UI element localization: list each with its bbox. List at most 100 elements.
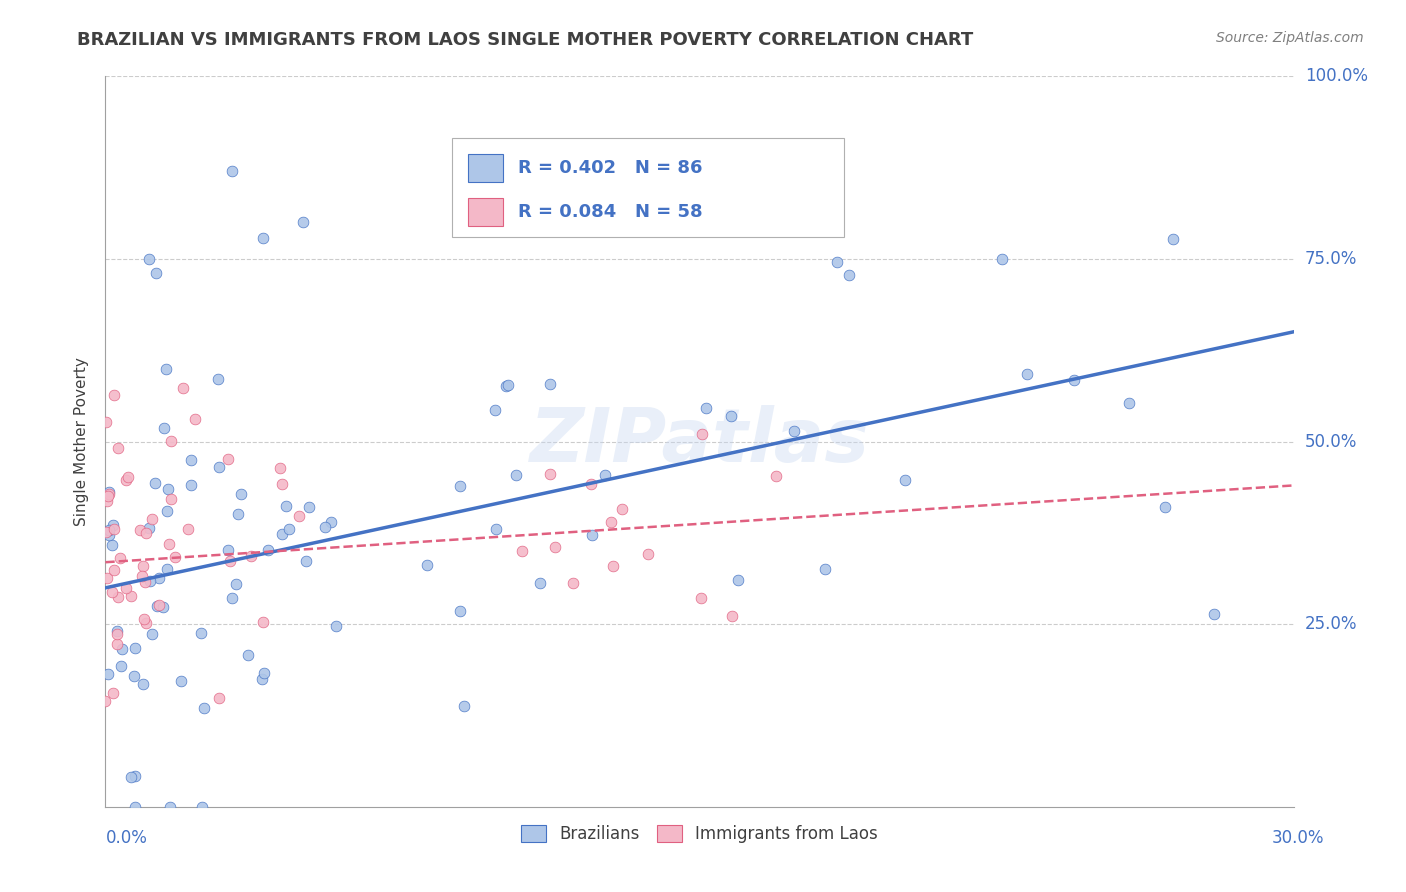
Point xyxy=(238,648,260,662)
Text: 100.0%: 100.0% xyxy=(1305,67,1368,85)
Point xyxy=(1202,607,1225,622)
Point xyxy=(321,516,343,530)
Point xyxy=(97,667,120,681)
Point xyxy=(253,666,276,681)
Point xyxy=(269,460,291,475)
Point xyxy=(110,551,132,566)
Point xyxy=(152,600,174,615)
Point xyxy=(103,522,125,536)
Point xyxy=(141,512,163,526)
Point xyxy=(148,598,170,612)
Point xyxy=(96,571,118,585)
Point xyxy=(103,388,125,402)
Text: 0.0%: 0.0% xyxy=(105,829,148,847)
Point xyxy=(314,520,336,534)
Point xyxy=(191,800,214,814)
Point xyxy=(484,522,506,536)
Point xyxy=(814,562,837,576)
Point xyxy=(152,420,174,434)
Point xyxy=(599,515,621,529)
Point xyxy=(250,672,273,686)
Point xyxy=(581,528,603,542)
Point xyxy=(94,693,117,707)
Point xyxy=(695,401,717,416)
Point xyxy=(131,677,153,691)
Point xyxy=(101,538,124,552)
Point xyxy=(110,658,132,673)
Point xyxy=(270,477,292,491)
Point xyxy=(449,604,471,618)
Point xyxy=(131,568,153,582)
Point xyxy=(252,231,274,245)
Point xyxy=(97,484,120,499)
Point xyxy=(278,522,301,536)
Point xyxy=(190,626,212,640)
Point xyxy=(184,412,207,426)
Point xyxy=(124,769,146,783)
Point xyxy=(101,686,124,700)
Point xyxy=(838,268,860,282)
Point xyxy=(115,582,138,596)
Point xyxy=(98,487,121,501)
Point xyxy=(271,526,294,541)
Point xyxy=(124,641,146,656)
Text: ZIPatlas: ZIPatlas xyxy=(530,405,869,478)
Point xyxy=(105,624,128,638)
Point xyxy=(512,544,534,558)
Point xyxy=(177,522,200,536)
Bar xyxy=(468,154,503,182)
Point xyxy=(124,800,146,814)
Point xyxy=(107,591,129,605)
Point xyxy=(156,562,179,576)
Point xyxy=(720,608,742,623)
Point xyxy=(637,547,659,561)
Point xyxy=(416,558,439,572)
Point xyxy=(1015,368,1038,382)
Text: R = 0.084   N = 58: R = 0.084 N = 58 xyxy=(517,203,703,221)
Point xyxy=(561,576,583,591)
Point xyxy=(159,434,181,449)
Point xyxy=(225,577,247,591)
Point xyxy=(156,504,179,518)
Point xyxy=(690,427,713,442)
Point xyxy=(602,558,624,573)
Point xyxy=(221,164,243,178)
Text: R = 0.402   N = 86: R = 0.402 N = 86 xyxy=(517,159,702,177)
Point xyxy=(120,589,142,603)
Point xyxy=(208,690,231,705)
Point xyxy=(132,612,155,626)
Point xyxy=(325,618,347,632)
Point xyxy=(163,550,186,565)
Bar xyxy=(468,198,503,226)
FancyBboxPatch shape xyxy=(453,138,845,236)
Point xyxy=(107,626,129,640)
Point xyxy=(159,800,181,814)
Point xyxy=(990,252,1012,266)
Point xyxy=(1118,396,1140,410)
Point xyxy=(221,591,243,606)
Point xyxy=(593,468,616,483)
Point xyxy=(180,477,202,491)
Point xyxy=(101,585,124,599)
Point xyxy=(453,699,475,714)
Point xyxy=(157,537,180,551)
Point xyxy=(240,549,263,564)
Point xyxy=(138,520,160,534)
Point xyxy=(101,517,124,532)
Point xyxy=(94,415,117,429)
Point xyxy=(727,573,749,587)
Point xyxy=(94,525,117,540)
Point xyxy=(217,542,239,557)
Point xyxy=(292,215,315,229)
Point xyxy=(252,615,274,630)
Point xyxy=(274,499,297,513)
Point xyxy=(146,599,169,613)
Point xyxy=(1163,232,1185,246)
Point xyxy=(288,508,311,523)
Legend: Brazilians, Immigrants from Laos: Brazilians, Immigrants from Laos xyxy=(515,819,884,850)
Point xyxy=(159,492,181,507)
Point xyxy=(538,467,561,481)
Point xyxy=(145,266,167,280)
Point xyxy=(1063,373,1085,387)
Point xyxy=(103,563,125,577)
